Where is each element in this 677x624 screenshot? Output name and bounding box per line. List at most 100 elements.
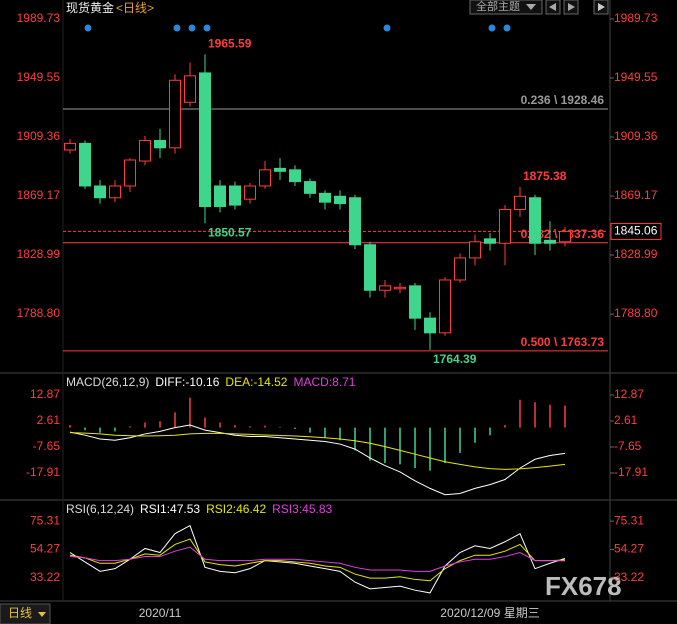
theme-button-text[interactable]: 全部主题	[476, 0, 520, 13]
tab-label[interactable]: 日线	[8, 606, 32, 620]
y-tick-label: -17.91	[614, 465, 648, 479]
y-tick-label: 33.22	[614, 570, 644, 584]
signal-dot	[488, 24, 496, 32]
y-tick-label: 75.31	[30, 513, 60, 527]
candle-body	[274, 167, 286, 172]
candle-body	[499, 208, 511, 244]
play-icon	[598, 3, 605, 11]
instrument-title: 现货黄金	[66, 0, 114, 15]
candle-body	[379, 285, 391, 291]
y-tick-label: 75.31	[614, 513, 644, 527]
y-tick-label: 1828.99	[614, 247, 658, 261]
signal-dot	[383, 24, 391, 32]
y-tick-label: 54.27	[30, 542, 60, 556]
price-annotation: 1875.38	[523, 169, 567, 183]
candle-body	[154, 139, 166, 149]
candle-body	[334, 195, 346, 205]
candle-body	[244, 185, 256, 200]
candle-body	[394, 286, 406, 290]
candle-body	[349, 197, 361, 246]
candle-body	[364, 244, 376, 291]
fib-label: 0.500 \ 1763.73	[521, 335, 605, 349]
y-tick-label: 2.61	[37, 413, 61, 427]
candle-body	[94, 185, 106, 199]
y-tick-label: 54.27	[614, 542, 644, 556]
candle-body	[184, 75, 196, 103]
y-tick-label: -17.91	[26, 465, 60, 479]
candle-body	[559, 230, 571, 243]
dropdown-icon	[526, 4, 536, 10]
candle-body	[319, 192, 331, 203]
next-icon	[568, 3, 575, 11]
candle-body	[109, 185, 121, 199]
theme-button[interactable]	[469, 0, 543, 15]
x-tick-label: 2020/11	[139, 606, 182, 620]
candle-body	[439, 279, 451, 334]
candle-body	[424, 317, 436, 334]
candle-body	[214, 185, 226, 208]
legend-entry: MACD(26,12,9)	[66, 375, 149, 389]
candle-body	[199, 72, 211, 208]
legend-entry: DEA:-14.52	[225, 375, 287, 389]
tab[interactable]	[0, 603, 51, 624]
legend-entry: RSI3:45.83	[272, 502, 332, 516]
signal-dot	[503, 24, 511, 32]
legend-entry: MACD:8.71	[293, 375, 355, 389]
signal-dot	[188, 24, 196, 32]
candle-body	[79, 142, 91, 187]
y-tick-label: 1788.80	[614, 306, 658, 320]
series-line	[69, 432, 566, 470]
last-price-label: 1845.06	[614, 224, 658, 238]
period-label: <日线>	[116, 1, 154, 15]
candle-body	[514, 195, 526, 210]
signal-dot	[84, 24, 92, 32]
last-price-box	[610, 222, 662, 240]
prev-icon	[549, 3, 556, 11]
candle-body	[469, 241, 481, 259]
y-tick-label: 1989.73	[614, 11, 658, 25]
y-tick-label: 1989.73	[17, 11, 61, 25]
candle-body	[64, 142, 76, 151]
series-line	[69, 538, 566, 582]
y-tick-label: 33.22	[30, 570, 60, 584]
signal-dot	[173, 24, 181, 32]
candle-body	[124, 159, 136, 187]
price-annotation: 1764.39	[433, 352, 477, 366]
x-tick-label: 2020/12/09 星期三	[440, 606, 539, 620]
legend-entry: DIFF:-10.16	[155, 375, 219, 389]
series-line	[69, 424, 566, 496]
y-tick-label: 12.87	[614, 387, 644, 401]
candle-body	[289, 169, 301, 183]
y-tick-label: 1909.36	[17, 129, 61, 143]
y-tick-label: 1788.80	[17, 306, 61, 320]
y-tick-label: 1828.99	[17, 247, 61, 261]
candle-body	[529, 197, 541, 244]
candle-body	[484, 238, 496, 244]
candle-body	[544, 239, 556, 244]
series-line	[69, 546, 566, 572]
y-tick-label: -7.65	[33, 439, 61, 453]
candle-body	[169, 79, 181, 149]
signal-dot	[203, 24, 211, 32]
y-tick-label: 1949.55	[614, 70, 658, 84]
candle-body	[304, 181, 316, 194]
y-tick-label: 1869.17	[614, 188, 658, 202]
candle-body	[139, 139, 151, 162]
candle-body	[259, 169, 271, 187]
price-annotation: 1965.59	[208, 37, 252, 51]
candle-body	[454, 257, 466, 281]
y-tick-label: 1949.55	[17, 70, 61, 84]
price-annotation: 1850.57	[208, 226, 252, 240]
y-tick-label: 2.61	[614, 413, 638, 427]
signal-dots	[84, 24, 511, 32]
y-tick-label: 1909.36	[614, 129, 658, 143]
candle-body	[229, 185, 241, 206]
watermark: FX678	[545, 571, 622, 601]
y-tick-label: 12.87	[30, 387, 60, 401]
fib-label: 0.236 \ 1928.46	[521, 93, 605, 107]
legend-entry: RSI1:47.53	[140, 502, 200, 516]
candle-body	[409, 285, 421, 319]
y-tick-label: 1869.17	[17, 188, 61, 202]
legend-entry: RSI2:46.42	[206, 502, 266, 516]
